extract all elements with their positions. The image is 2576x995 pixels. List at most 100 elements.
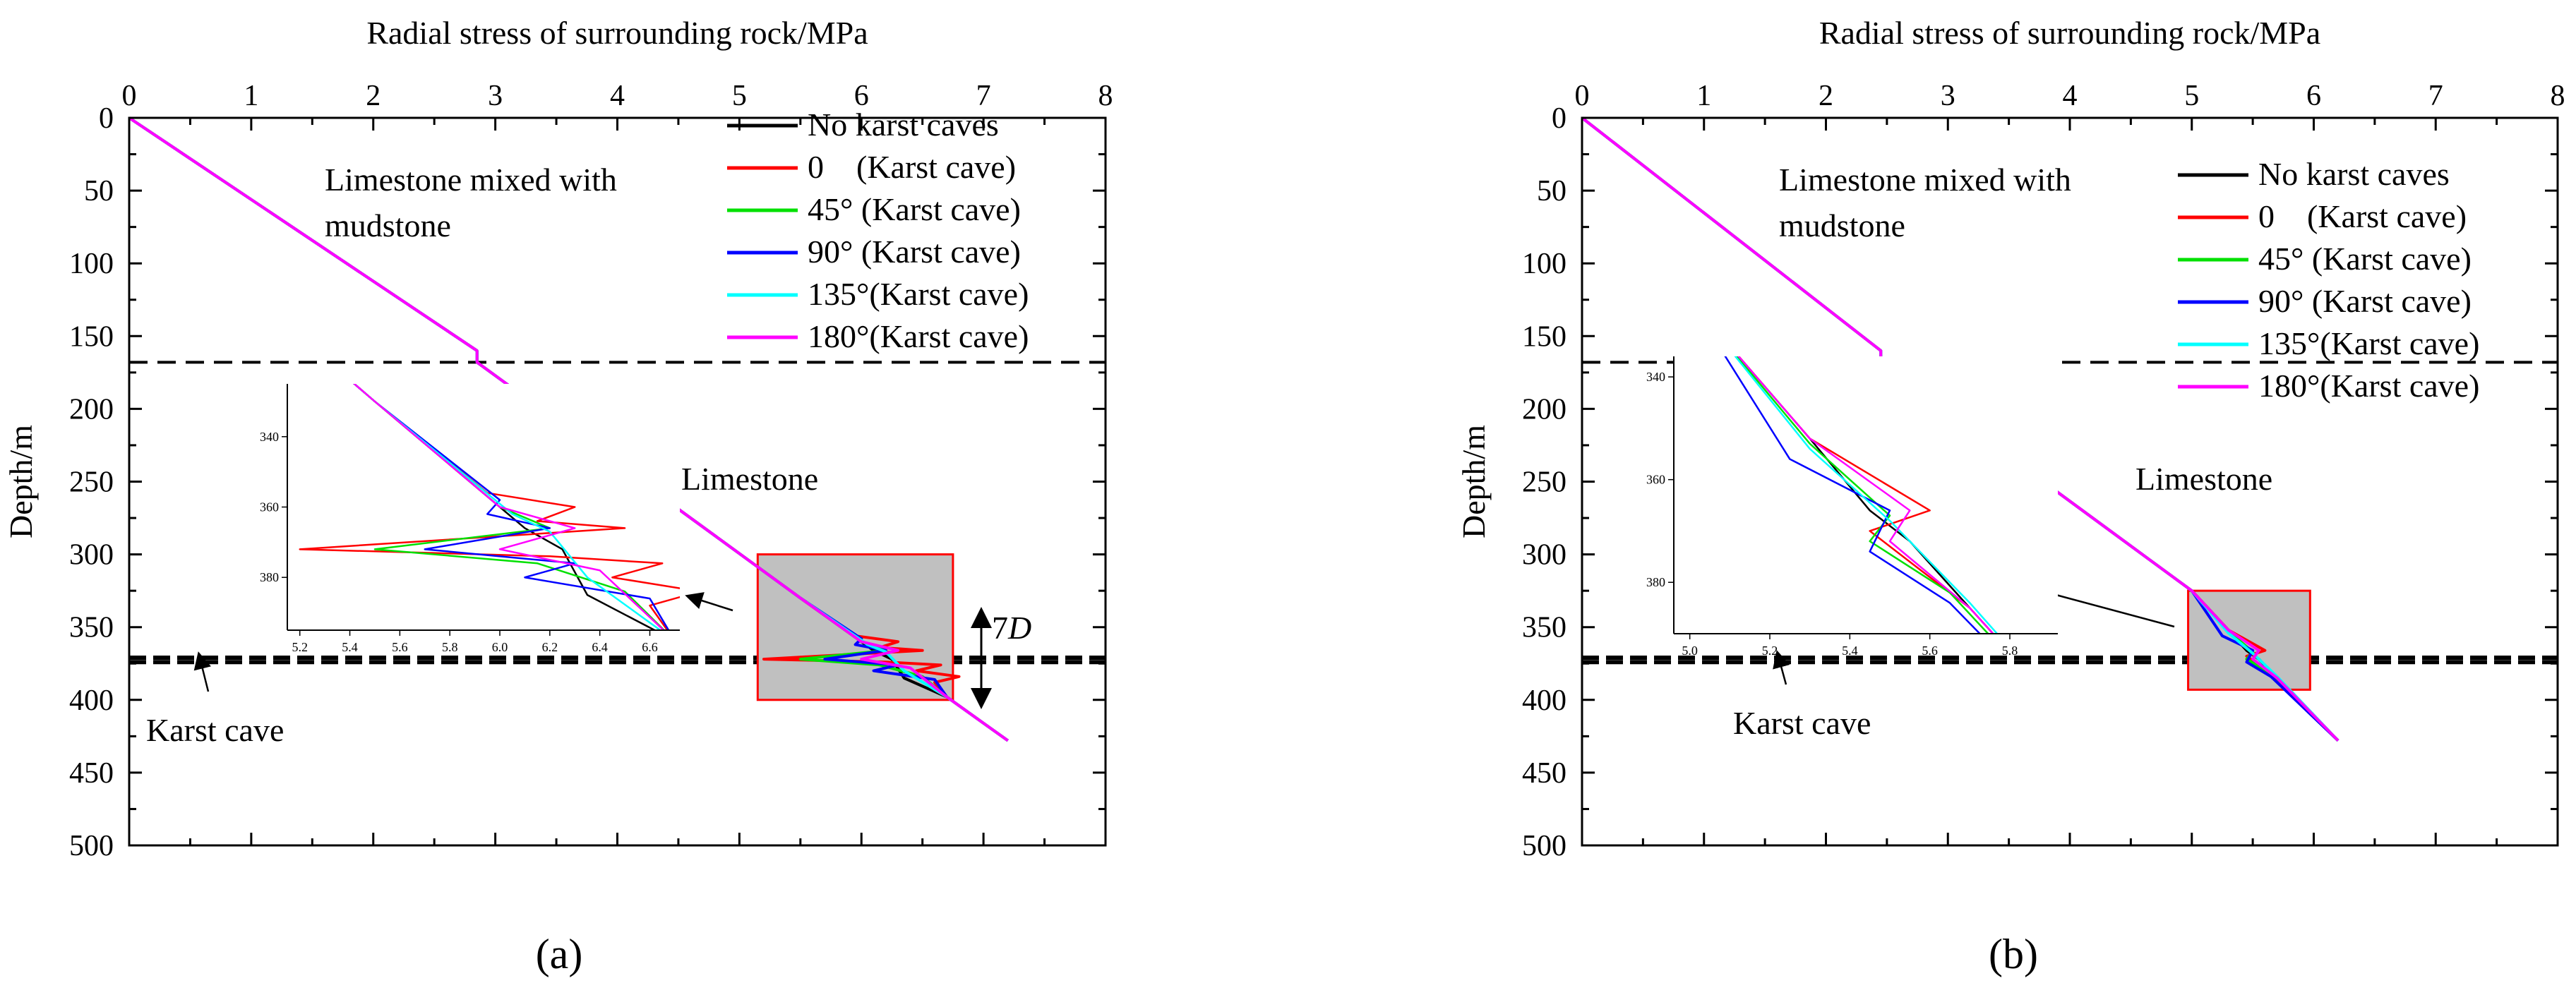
reference-lines: [1582, 361, 2558, 665]
y-tick-label: 100: [1522, 248, 1566, 280]
x-tick-label: 8: [2551, 80, 2565, 112]
y-tick-label: 300: [1522, 539, 1566, 572]
inset-y-tick-label: 340: [260, 430, 279, 444]
inset-series-line-3: [1724, 356, 1982, 634]
y-tick-label: 250: [1522, 466, 1566, 499]
x-tick-label: 7: [976, 80, 991, 112]
inset-y-tick-label: 360: [260, 500, 279, 514]
inset-x-tick-label: 6.2: [542, 640, 558, 654]
y-tick-label: 50: [84, 175, 114, 207]
inset-series-line-4: [353, 384, 662, 630]
y-tick-label: 300: [69, 539, 114, 572]
upper-layer-label: Limestone mixed with mudstone: [325, 162, 617, 243]
y-tick-label: 500: [69, 830, 114, 862]
x-tick-label: 8: [1098, 80, 1113, 112]
inset-zoom: 5.2 5.4 5.6 5.8 6.0 6.2 6.4 6.6 340 360 380: [260, 384, 680, 654]
inset-x-tick-label: 5.4: [1842, 644, 1858, 658]
reference-lines: [129, 361, 1106, 665]
zoom-arrow: [685, 592, 733, 612]
legend-label-3: 90° (Karst cave): [2258, 283, 2472, 319]
legend-label-2: 45° (Karst cave): [808, 191, 1021, 227]
axes: 0 1 2 3 4 5 6 7 8 0 50 100 150 200 250 300 350 400 450 500: [1522, 80, 2565, 862]
karst-cave-label: Karst cave: [146, 712, 284, 748]
y-tick-label: 150: [1522, 320, 1566, 353]
legend-label-1: 0 (Karst cave): [808, 149, 1016, 185]
lower-layer-label: Limestone: [2135, 461, 2272, 497]
x-tick-label: 5: [2184, 80, 2199, 112]
x-axis-title: Radial stress of surrounding rock/MPa: [366, 15, 868, 51]
inset-y-tick-label: 360: [1646, 473, 1665, 487]
inset-series-line-4: [1734, 356, 1999, 634]
panel-label-a: (a): [536, 931, 583, 977]
legend-label-5: 180°(Karst cave): [808, 318, 1029, 354]
y-axis-title: Depth/m: [1456, 425, 1492, 538]
legend-label-3: 90° (Karst cave): [808, 234, 1021, 270]
upper-layer-line-2: mudstone: [325, 207, 451, 243]
y-tick-label: 150: [69, 320, 114, 353]
inset-series-line-2: [1735, 356, 1989, 634]
panel-label-b: (b): [1989, 931, 2038, 977]
y-tick-label: 500: [1522, 830, 1566, 862]
inset-y-tick-label: 380: [260, 570, 279, 584]
x-tick-label: 3: [1941, 80, 1955, 112]
x-tick-label: 3: [488, 80, 503, 112]
upper-layer-line-1: Limestone mixed with: [1779, 162, 2071, 198]
legend-label-2: 45° (Karst cave): [2258, 241, 2472, 277]
cave-arrow: [193, 651, 211, 692]
span-label-number: 7: [992, 610, 1008, 646]
x-tick-label: 2: [366, 80, 381, 112]
legend-label-4: 135°(Karst cave): [2258, 325, 2479, 361]
y-tick-label: 250: [69, 466, 114, 499]
y-tick-label: 400: [1522, 685, 1566, 717]
x-tick-label: 1: [244, 80, 258, 112]
x-tick-label: 0: [122, 80, 137, 112]
inset-y-tick-label: 380: [1646, 575, 1665, 589]
x-tick-label: 1: [1696, 80, 1711, 112]
series-line-5: [1581, 116, 2340, 742]
inset-background: [287, 384, 680, 630]
legend-label-1: 0 (Karst cave): [2258, 198, 2467, 234]
series-line-5: [128, 116, 1009, 742]
y-tick-label: 350: [1522, 612, 1566, 644]
inset-series-line-0: [353, 384, 657, 630]
y-tick-label: 400: [69, 685, 114, 717]
lower-layer-label: Limestone: [681, 461, 818, 497]
span-label: 7D: [992, 610, 1031, 646]
inset-x-tick-label: 5.2: [1762, 644, 1778, 658]
y-tick-label: 200: [1522, 393, 1566, 426]
y-tick-label: 100: [69, 248, 114, 280]
x-tick-label: 4: [2063, 80, 2078, 112]
y-tick-label: 50: [1537, 175, 1566, 207]
x-tick-label: 7: [2428, 80, 2443, 112]
upper-layer-label: Limestone mixed with mudstone: [1779, 162, 2071, 243]
inset-x-tick-label: 5.6: [1922, 644, 1938, 658]
inset-x-tick-label: 5.2: [292, 640, 308, 654]
inset-x-tick-label: 6.6: [642, 640, 658, 654]
inset-series: [1724, 356, 1999, 634]
inset-x-tick-label: 5.8: [2002, 644, 2018, 658]
legend: No karst caves 0 (Karst cave) 45° (Karst c…: [2178, 156, 2479, 404]
inset-x-tick-label: 6.0: [492, 640, 508, 654]
y-tick-label: 200: [69, 393, 114, 426]
inset-series-line-3: [353, 384, 670, 630]
x-tick-label: 0: [1575, 80, 1590, 112]
upper-layer-line-1: Limestone mixed with: [325, 162, 617, 198]
inset-series-line-1: [1737, 356, 1994, 634]
inset-y-tick-label: 340: [1646, 370, 1665, 384]
annotation-arrows: 7D: [193, 592, 1031, 709]
legend-label-5: 180°(Karst cave): [2258, 368, 2479, 404]
legend-label-0: No karst caves: [808, 107, 999, 143]
y-tick-label: 450: [1522, 757, 1566, 790]
x-tick-label: 5: [732, 80, 747, 112]
inset-series: [299, 384, 680, 630]
x-tick-label: 6: [854, 80, 869, 112]
legend: No karst caves 0 (Karst cave) 45° (Karst c…: [727, 107, 1029, 354]
x-tick-label: 2: [1819, 80, 1833, 112]
y-tick-label: 450: [69, 757, 114, 790]
x-tick-label: 4: [610, 80, 625, 112]
inset-x-tick-label: 5.8: [442, 640, 458, 654]
y-tick-label: 350: [69, 612, 114, 644]
legend-label-0: No karst caves: [2258, 156, 2450, 192]
